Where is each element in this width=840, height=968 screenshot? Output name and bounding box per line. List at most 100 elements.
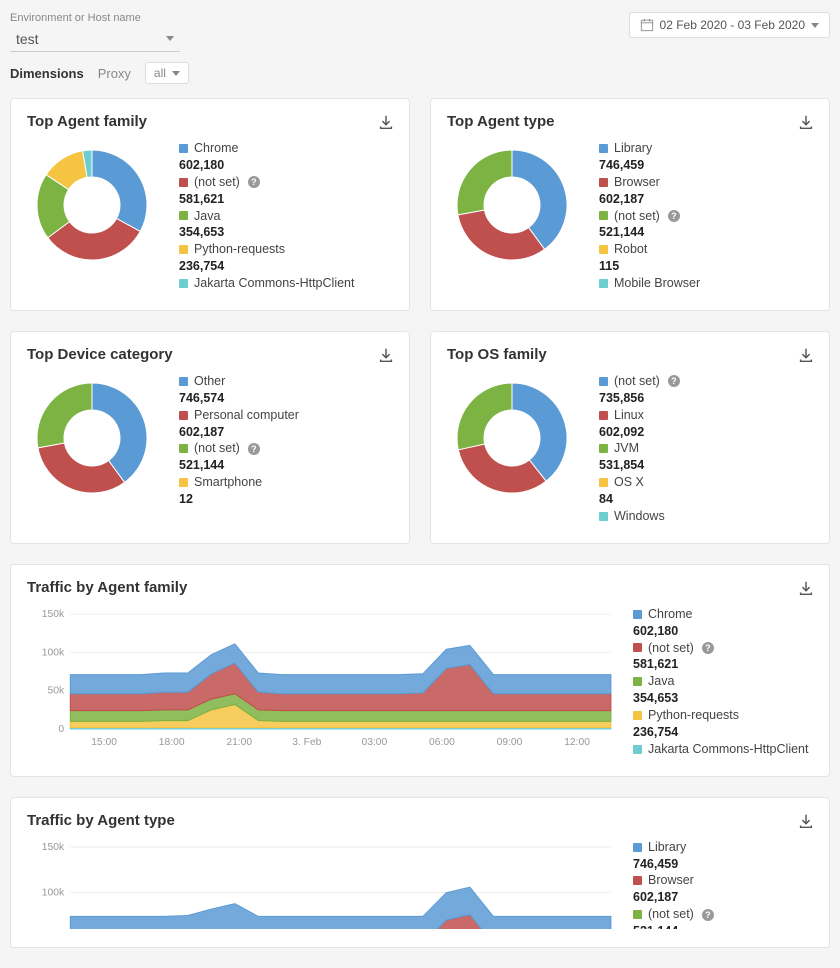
legend-item: (not set)? — [179, 440, 299, 457]
card-body: 150k100k50k015:0018:0021:003. Feb03:0006… — [27, 606, 813, 758]
legend: Chrome 602,180 (not set)? 581,621 Java 3… — [179, 140, 354, 292]
legend-value: 581,621 — [633, 656, 813, 673]
legend-swatch — [179, 178, 188, 187]
download-icon[interactable] — [377, 346, 395, 364]
legend-item: (not set)? — [179, 174, 354, 191]
legend-value: 746,459 — [599, 157, 700, 174]
legend-item: Library — [599, 140, 700, 157]
legend-swatch — [599, 512, 608, 521]
area-chart: 150k100k50k015:0018:0021:003. Feb03:0006… — [27, 606, 615, 751]
legend-value: 521,144 — [179, 457, 299, 474]
donut-chart — [447, 373, 577, 503]
area-charts-container: Traffic by Agent family 150k100k50k015:0… — [0, 564, 840, 948]
legend-value: 602,180 — [633, 623, 813, 640]
donut-chart — [27, 373, 157, 503]
legend-item: Mobile Browser — [599, 275, 700, 292]
help-icon[interactable]: ? — [668, 375, 680, 387]
help-icon[interactable]: ? — [702, 909, 714, 921]
svg-text:0: 0 — [58, 724, 64, 735]
download-icon[interactable] — [797, 346, 815, 364]
card-title: Traffic by Agent type — [27, 812, 813, 829]
download-icon[interactable] — [797, 579, 815, 597]
legend-label: (not set) — [614, 373, 660, 390]
download-icon[interactable] — [377, 113, 395, 131]
help-icon[interactable]: ? — [702, 642, 714, 654]
traffic-agent-family: Traffic by Agent family 150k100k50k015:0… — [10, 564, 830, 777]
download-icon[interactable] — [797, 812, 815, 830]
traffic-agent-type: Traffic by Agent type 150k100k50k Librar… — [10, 797, 830, 948]
svg-text:50k: 50k — [48, 686, 66, 697]
dimensions-label: Dimensions — [10, 66, 84, 81]
legend-item: Robot — [599, 241, 700, 258]
legend-swatch — [599, 444, 608, 453]
environment-value: test — [16, 31, 39, 47]
environment-dropdown[interactable]: test — [10, 26, 180, 52]
legend-swatch — [599, 478, 608, 487]
svg-text:150k: 150k — [42, 842, 65, 853]
card-body: (not set)? 735,856 Linux 602,092 JVM 531… — [447, 373, 813, 525]
legend-item: Browser — [599, 174, 700, 191]
legend-label: Chrome — [194, 140, 238, 157]
help-icon[interactable]: ? — [248, 176, 260, 188]
legend-item: JVM — [599, 440, 680, 457]
legend-swatch — [633, 643, 642, 652]
legend-item: Other — [179, 373, 299, 390]
chart-area: 150k100k50k — [27, 839, 615, 929]
card-title: Top Device category — [27, 346, 393, 363]
donut-cards-container: Top Agent family Chrome 602,180 (not set… — [0, 98, 840, 564]
svg-text:18:00: 18:00 — [159, 737, 185, 748]
legend-value: 602,187 — [179, 424, 299, 441]
svg-text:09:00: 09:00 — [497, 737, 523, 748]
legend-label: Java — [194, 208, 220, 225]
proxy-label: Proxy — [98, 66, 131, 81]
date-range-value: 02 Feb 2020 - 03 Feb 2020 — [660, 18, 805, 32]
date-range-picker[interactable]: 02 Feb 2020 - 03 Feb 2020 — [629, 12, 830, 38]
legend-item: (not set)? — [633, 640, 813, 657]
legend: (not set)? 735,856 Linux 602,092 JVM 531… — [599, 373, 680, 525]
legend-label: Java — [648, 673, 674, 690]
card-title: Top Agent type — [447, 113, 813, 130]
legend-value: 531,854 — [599, 457, 680, 474]
legend-value: 12 — [179, 491, 299, 508]
legend-value: 602,187 — [633, 889, 813, 906]
legend-label: Linux — [614, 407, 644, 424]
chevron-down-icon — [172, 71, 180, 76]
download-icon[interactable] — [797, 113, 815, 131]
legend: Chrome 602,180 (not set)? 581,621 Java 3… — [633, 606, 813, 758]
legend-value: 236,754 — [633, 724, 813, 741]
legend-item: Jakarta Commons-HttpClient — [633, 741, 813, 758]
legend-swatch — [599, 211, 608, 220]
legend-swatch — [599, 144, 608, 153]
proxy-dropdown[interactable]: all — [145, 62, 189, 84]
legend-item: Java — [633, 673, 813, 690]
card-body: 150k100k50k Library 746,459 Browser 602,… — [27, 839, 813, 929]
legend-swatch — [179, 377, 188, 386]
legend-item: Chrome — [633, 606, 813, 623]
legend-item: Personal computer — [179, 407, 299, 424]
svg-text:03:00: 03:00 — [361, 737, 387, 748]
help-icon[interactable]: ? — [248, 443, 260, 455]
legend-label: (not set) — [194, 440, 240, 457]
legend-label: Mobile Browser — [614, 275, 700, 292]
legend-value: 581,621 — [179, 191, 354, 208]
legend-value: 746,574 — [179, 390, 299, 407]
legend-swatch — [633, 711, 642, 720]
legend-value: 602,092 — [599, 424, 680, 441]
card-title: Top Agent family — [27, 113, 393, 130]
legend-label: Other — [194, 373, 225, 390]
help-icon[interactable]: ? — [668, 210, 680, 222]
legend-label: Python-requests — [194, 241, 285, 258]
environment-label: Environment or Host name — [10, 12, 180, 24]
legend-value: 84 — [599, 491, 680, 508]
legend-label: Jakarta Commons-HttpClient — [194, 275, 354, 292]
legend-swatch — [633, 910, 642, 919]
svg-text:21:00: 21:00 — [226, 737, 252, 748]
legend-item: Windows — [599, 508, 680, 525]
legend-label: Personal computer — [194, 407, 299, 424]
legend-label: Library — [614, 140, 652, 157]
legend-swatch — [599, 411, 608, 420]
legend-item: (not set)? — [599, 208, 700, 225]
legend-value: 354,653 — [179, 224, 354, 241]
legend-label: (not set) — [614, 208, 660, 225]
chart-area: 150k100k50k015:0018:0021:003. Feb03:0006… — [27, 606, 615, 751]
